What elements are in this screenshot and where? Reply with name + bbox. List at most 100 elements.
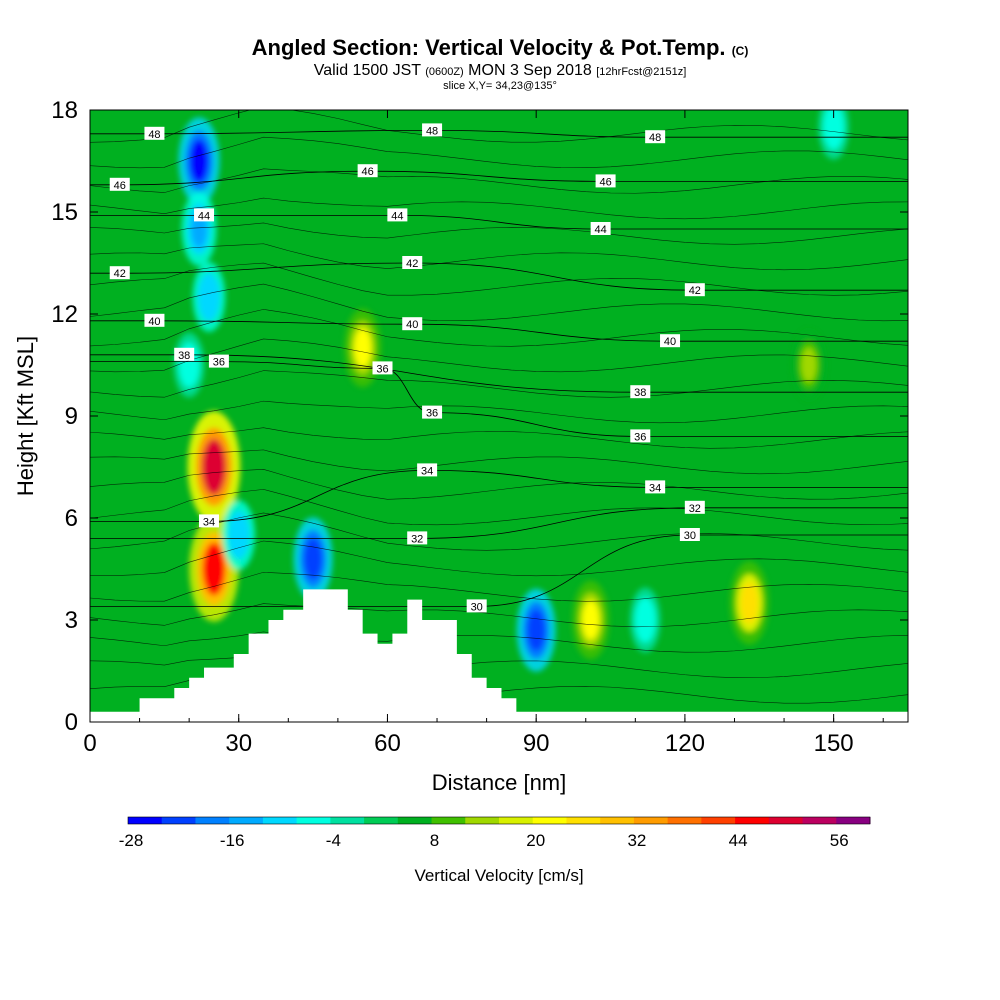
isentrope-label-text: 36 [376,363,388,375]
colorbar-tick-label: -4 [326,831,341,850]
isentrope-label-text: 42 [114,268,126,280]
valid-zulu: (0600Z) [425,66,464,78]
colorbar-tick-label: 56 [830,831,849,850]
isentrope-label: 32 [407,531,428,545]
terrain [90,589,908,722]
isentrope-label-box [660,334,681,348]
isentrope-label-text: 46 [361,166,373,178]
x-tick-label: 0 [83,730,96,757]
isentrope-label-box [630,385,651,399]
isentrope-label-text: 48 [148,129,160,141]
chart-title-text: Angled Section: Vertical Velocity & Pot.… [251,35,726,60]
y-tick-label: 3 [65,607,78,634]
isentrope-line [90,222,908,245]
isentrope-label-text: 42 [406,258,418,270]
isentrope-labels: 48 48 48 46 46 46 44 44 44 42 42 42 40 40 40 38 38 36 36 36… [109,123,705,613]
isentrope-label: 38 [174,347,195,362]
isentrope-label: 44 [590,222,611,236]
x-tick-label: 120 [665,730,705,757]
isentrope-label-box [422,405,443,419]
isentrope-label-text: 46 [114,180,126,192]
colorbar-swatch [195,817,230,824]
colorbar-swatch [397,817,433,824]
isentrope-label: 36 [630,429,651,443]
isentrope-label-text: 34 [203,516,215,528]
valid-prefix: Valid 1500 JST [313,62,421,79]
isentrope-line [90,262,908,296]
isentrope-label: 44 [194,208,215,222]
isentrope-label-text: 36 [213,357,225,369]
isentrope-label: 38 [630,385,651,399]
isentrope-line [90,370,908,398]
velocity-field [173,110,849,672]
isentrope-label-text: 44 [198,210,210,222]
colorbar-swatch [465,817,500,824]
y-tick-label: 12 [51,301,78,328]
isentrope-label-text: 48 [649,132,661,144]
colorbar-tick-label: 20 [526,831,545,850]
isentrope-label-box [407,531,428,545]
isentrope-label: 34 [645,480,666,494]
x-axis-label: Distance [nm] [432,770,567,795]
isentrope-label-box [174,347,195,361]
colorbar-swatch [600,817,635,824]
y-tick-label: 9 [65,403,78,430]
velocity-cell-core [201,279,217,315]
colorbar-swatch [836,817,871,824]
isentrope-label: 30 [679,528,700,542]
isentrope-line [90,427,908,449]
x-tick-label: 60 [374,730,401,757]
isentrope-label-text: 46 [599,176,611,188]
isentrope-label-box [194,208,215,222]
isentrope-label: 42 [109,266,130,280]
isentrope-line [90,136,908,169]
isentrope-label-box [198,514,219,528]
isentrope-line [90,512,908,551]
x-tick-label: 90 [523,730,550,757]
isentrope-label-box [645,130,666,144]
colorbar-label: Vertical Velocity [cm/s] [414,866,583,885]
isentrope-label-text: 30 [471,601,483,613]
isentrope-label-box [466,599,487,613]
isentrope-label-box [109,177,130,191]
isentrope-label-text: 38 [178,350,190,362]
colorbar-swatch [735,817,770,824]
colorbar-swatch [499,817,534,824]
isentrope-label-box [402,317,423,331]
isentrope-label: 40 [402,317,423,331]
isentrope-line [90,469,908,500]
isentrope-label: 42 [402,256,423,270]
colorbar: -28 -16 -4 8 20 32 44 56 [119,816,871,850]
isentrope-label-box [645,480,666,494]
isentrope-label-box [109,266,130,280]
isentrope-label-box [144,126,165,140]
isentrope-label-text: 40 [406,319,418,331]
isentrope-label: 40 [144,313,165,328]
colorbar-swatch [768,817,804,824]
velocity-cell-core [826,110,841,144]
velocity-background [90,110,908,722]
x-tick-label: 150 [814,730,854,757]
isentrope-line [90,507,908,539]
y-tick-label: 15 [51,199,78,226]
isentrope-line [90,354,908,393]
isentrope-label: 46 [357,164,378,178]
isentrope-label: 36 [422,405,443,420]
isentrope-line [90,449,908,475]
isentrope-label-box [590,222,611,235]
isentrope-label-text: 44 [391,210,403,222]
isentrope-label-text: 40 [148,316,160,328]
colorbar-swatch [532,817,567,824]
valid-time: Valid 1500 JST (0600Z) MON 3 Sep 2018 [1… [0,63,1000,80]
isentrope-label-box [387,208,408,222]
isentrope-label-text: 36 [634,431,646,443]
colorbar-swatch [431,817,466,824]
y-tick-label: 6 [65,505,78,532]
isentrope-label-box [208,354,229,368]
velocity-cell-core [189,139,209,183]
isentrope-line [90,309,908,347]
isentrope-label: 42 [684,283,705,297]
colorbar-swatch [802,817,837,824]
velocity-cell-core [231,517,247,553]
isentrope-label-box [422,123,443,137]
